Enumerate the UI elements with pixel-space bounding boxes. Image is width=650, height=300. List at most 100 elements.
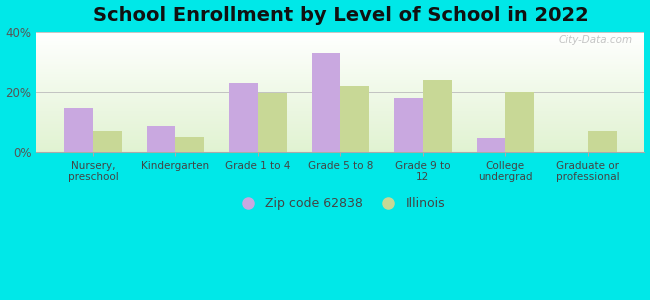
Bar [36,93,644,94]
Bar [36,112,644,113]
Bar [36,42,644,43]
Bar [36,140,644,141]
Bar [36,151,644,152]
Bar [36,119,644,120]
Bar [36,96,644,97]
Bar [36,138,644,139]
Legend: Zip code 62838, Illinois: Zip code 62838, Illinois [231,192,450,215]
Bar [36,125,644,126]
Title: School Enrollment by Level of School in 2022: School Enrollment by Level of School in … [92,6,588,25]
Bar [36,91,644,92]
Bar [36,118,644,119]
Bar [36,69,644,70]
Bar [36,70,644,71]
Bar [36,34,644,35]
Bar [36,99,644,100]
Bar [36,115,644,116]
Bar [423,80,452,152]
Bar [36,54,644,55]
Bar [36,35,644,36]
Bar [36,64,644,65]
Bar [36,129,644,130]
Bar [36,126,644,127]
Bar [36,131,644,132]
Bar [36,121,644,122]
Bar [36,51,644,52]
Bar [36,128,644,129]
Bar [36,66,644,67]
Text: City-Data.com: City-Data.com [558,35,632,45]
Bar [36,148,644,149]
Bar [36,78,644,79]
Bar [36,87,644,88]
Bar [36,50,644,51]
Bar [36,100,644,101]
Bar [36,73,644,74]
Bar [36,67,644,68]
Bar [36,68,644,69]
Bar [476,138,506,152]
Bar [36,137,644,138]
Bar [36,147,644,148]
Bar [36,41,644,42]
Bar [36,145,644,146]
Bar [36,89,644,90]
Bar [36,102,644,103]
Bar [36,76,644,77]
Bar [36,36,644,37]
Bar [506,92,534,152]
Bar [36,97,644,98]
Bar [36,143,644,144]
Bar [36,117,644,118]
Bar [36,65,644,66]
Bar [36,53,644,54]
Bar [36,144,644,145]
Bar [36,55,644,56]
Bar [36,110,644,111]
Bar [258,93,287,152]
Bar [36,77,644,78]
Bar [36,48,644,49]
Bar [36,92,644,93]
Bar [36,60,644,61]
Bar [36,58,644,59]
Bar [36,59,644,60]
Bar [36,45,644,46]
Bar [36,46,644,47]
Bar [176,137,204,152]
Bar [36,71,644,72]
Bar [36,86,644,87]
Bar [36,127,644,128]
Bar [36,136,644,137]
Bar [36,122,644,123]
Bar [36,38,644,39]
Bar [36,107,644,108]
Bar [311,53,341,152]
Bar [36,88,644,89]
Bar [36,47,644,48]
Bar [36,104,644,105]
Bar [36,75,644,76]
Bar [36,123,644,124]
Bar [229,83,258,152]
Bar [36,111,644,112]
Bar [36,43,644,44]
Bar [36,113,644,114]
Bar [36,83,644,84]
Bar [36,63,644,64]
Bar [36,98,644,99]
Bar [36,130,644,131]
Bar [36,109,644,110]
Bar [36,141,644,142]
Bar [36,33,644,34]
Bar [36,103,644,104]
Bar [588,131,617,152]
Bar [36,52,644,53]
Bar [36,150,644,151]
Bar [36,82,644,83]
Bar [36,105,644,106]
Bar [64,108,93,152]
Bar [36,133,644,134]
Bar [36,142,644,143]
Bar [36,79,644,80]
